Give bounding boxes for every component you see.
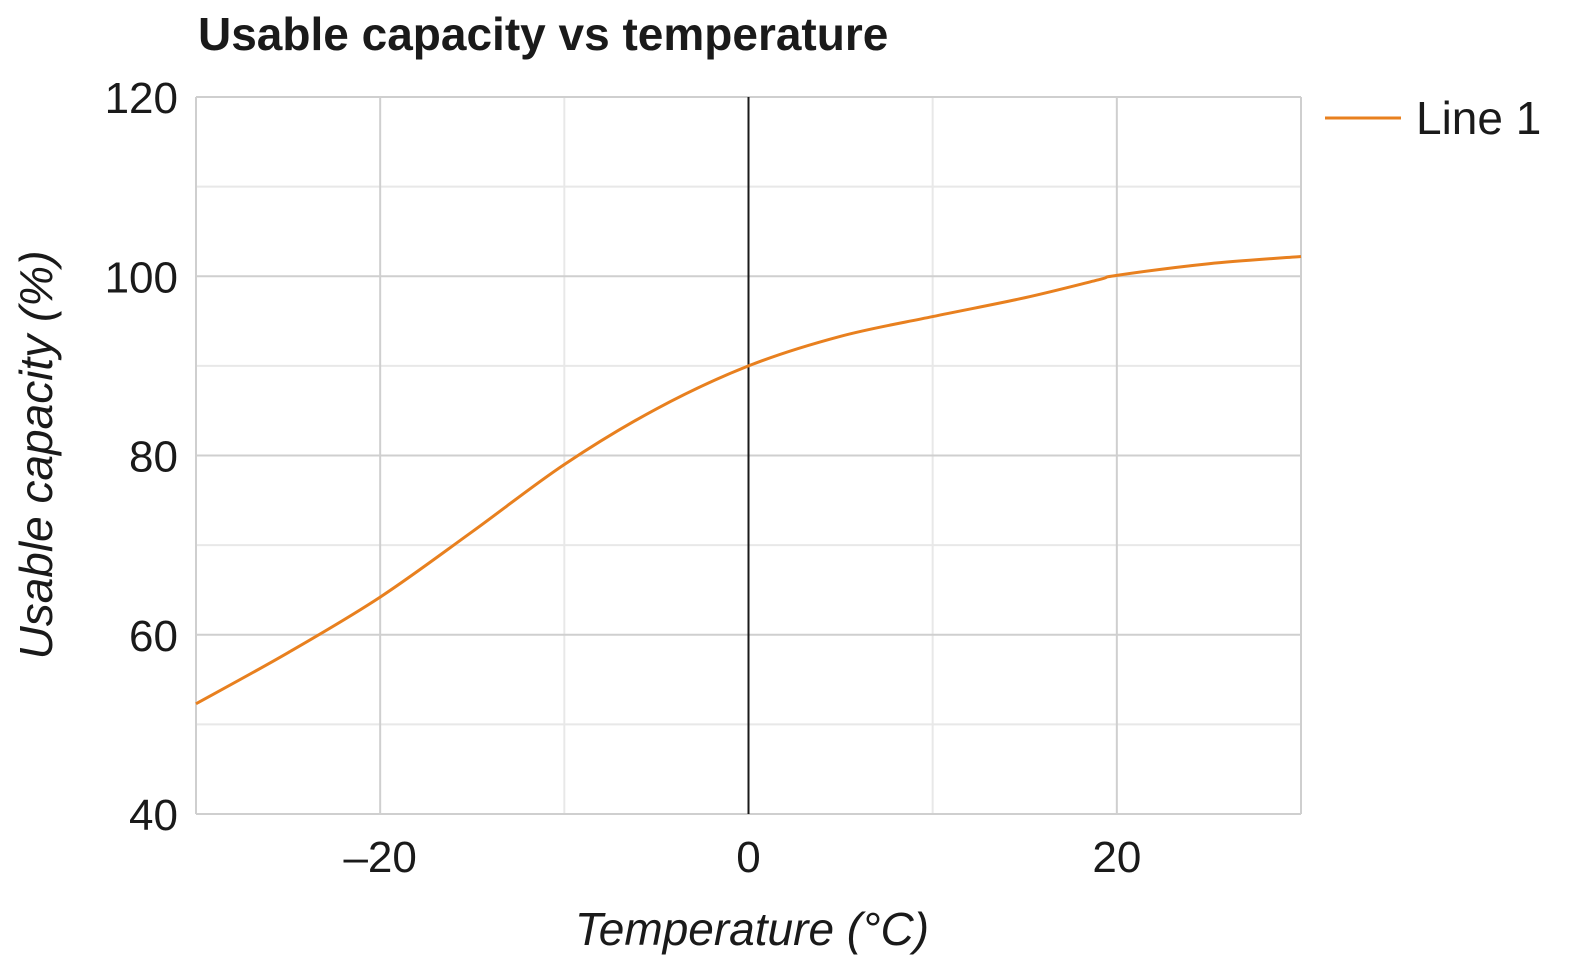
legend: Line 1	[1325, 92, 1541, 144]
y-axis-label: Usable capacity (%)	[10, 250, 62, 659]
grid	[195, 96, 1302, 815]
chart-title: Usable capacity vs temperature	[198, 8, 888, 60]
y-tick-label: 60	[129, 612, 178, 661]
series-line-1	[195, 255, 1302, 706]
y-tick-label: 40	[129, 791, 178, 840]
x-tick-label: 0	[736, 833, 760, 882]
x-tick-label: –20	[343, 833, 416, 882]
x-axis-label: Temperature (°C)	[575, 903, 929, 955]
y-tick-label: 100	[105, 253, 178, 302]
legend-label-line-1: Line 1	[1416, 92, 1541, 144]
y-tick-label: 120	[105, 74, 178, 123]
tick-labels: 40 60 80 100 120 –20 0 20	[105, 74, 1142, 882]
y-tick-label: 80	[129, 433, 178, 482]
x-tick-label: 20	[1092, 833, 1141, 882]
